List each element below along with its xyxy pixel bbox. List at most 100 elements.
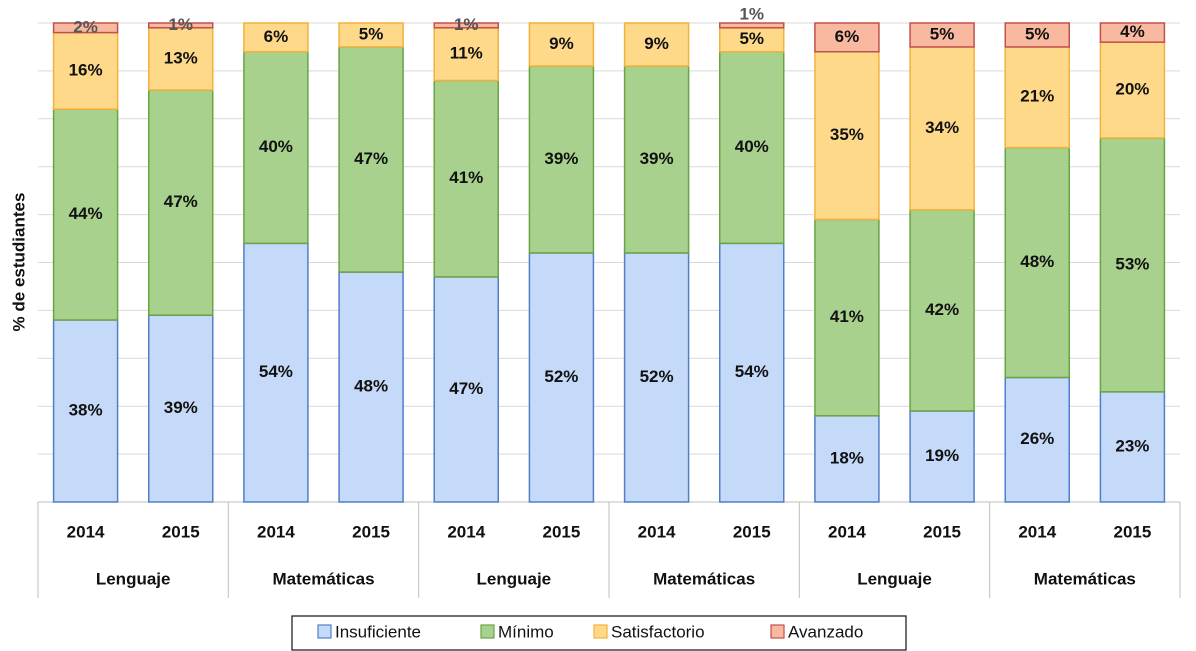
bar-segment [719, 22, 785, 29]
bar-segment [243, 242, 309, 503]
data-label: 48% [1020, 252, 1054, 271]
data-label: 53% [1115, 254, 1149, 273]
bar-segment [528, 252, 595, 503]
x-tick-label: 2015 [733, 522, 771, 541]
bar-segment [1004, 376, 1070, 503]
bar-segment [338, 46, 404, 273]
data-label: 18% [830, 448, 864, 467]
bar-segment [52, 31, 119, 110]
bar-segment [1099, 22, 1166, 43]
bar-segment [338, 22, 404, 48]
data-label: 47% [164, 192, 198, 211]
data-label: 9% [549, 34, 574, 53]
group-label: Lenguaje [477, 569, 552, 588]
data-label: 1% [454, 15, 479, 34]
bar-segment [719, 50, 785, 245]
data-label: 39% [640, 149, 674, 168]
data-label: 1% [168, 15, 193, 34]
bar-segment [909, 22, 975, 48]
data-label: 47% [354, 149, 388, 168]
data-label: 39% [544, 149, 578, 168]
data-label: 44% [69, 204, 103, 223]
bar-segment [719, 242, 785, 503]
data-label: 39% [164, 398, 198, 417]
data-label: 47% [449, 379, 483, 398]
data-label: 40% [259, 137, 293, 156]
data-label: 54% [735, 362, 769, 381]
data-label: 13% [164, 48, 198, 67]
x-tick-label: 2015 [1114, 522, 1152, 541]
data-label: 52% [640, 367, 674, 386]
group-label: Lenguaje [96, 569, 171, 588]
legend-swatch [317, 624, 332, 639]
bar-segment [338, 271, 404, 503]
bar-segment [814, 22, 880, 53]
bar-segment [909, 209, 975, 412]
bar-segment [243, 22, 309, 53]
bar-segment [52, 319, 119, 503]
data-label: 35% [830, 125, 864, 144]
data-label: 5% [359, 24, 384, 43]
data-label: 2% [73, 17, 98, 36]
legend-label: Insuficiente [335, 622, 421, 641]
group-label: Matemáticas [272, 569, 374, 588]
legend-swatch [593, 624, 608, 639]
x-tick-label: 2014 [257, 522, 295, 541]
data-label: 54% [259, 362, 293, 381]
data-label: 26% [1020, 429, 1054, 448]
bar-segment [528, 65, 595, 254]
data-label: 5% [930, 24, 955, 43]
group-label: Matemáticas [653, 569, 755, 588]
data-label: 21% [1020, 87, 1054, 106]
y-axis-label: % de estudiantes [9, 193, 28, 332]
data-label: 52% [544, 367, 578, 386]
bar-segment [52, 108, 119, 321]
x-tick-label: 2015 [543, 522, 581, 541]
legend-swatch [770, 624, 785, 639]
data-label: 5% [1025, 24, 1050, 43]
x-tick-label: 2014 [1018, 522, 1056, 541]
bar-segment [433, 79, 499, 278]
bar-segment [1099, 137, 1166, 393]
data-label: 20% [1115, 80, 1149, 99]
data-label: 40% [735, 137, 769, 156]
data-label: 5% [739, 29, 764, 48]
bar-segment [243, 50, 309, 245]
x-tick-label: 2014 [67, 522, 105, 541]
data-label: 41% [830, 307, 864, 326]
bar-segment [528, 22, 595, 67]
data-label: 19% [925, 446, 959, 465]
bar-segment [433, 276, 499, 503]
data-label: 4% [1120, 22, 1145, 41]
data-label: 16% [69, 60, 103, 79]
bar-segment [1004, 22, 1070, 48]
bar-segment [909, 410, 975, 503]
data-label: 9% [644, 34, 669, 53]
bar-segment [623, 22, 690, 67]
x-tick-label: 2014 [638, 522, 676, 541]
x-tick-label: 2014 [828, 522, 866, 541]
bar-segment [148, 22, 214, 29]
bar-segment [623, 65, 690, 254]
data-label: 42% [925, 300, 959, 319]
bar-segment [909, 46, 975, 211]
x-tick-label: 2015 [162, 522, 200, 541]
data-label: 6% [835, 27, 860, 46]
legend-label: Mínimo [498, 622, 554, 641]
legend-swatch [480, 624, 495, 639]
data-label: 48% [354, 377, 388, 396]
data-label: 1% [739, 4, 764, 23]
bar-segment [1099, 391, 1166, 503]
legend-label: Satisfactorio [611, 622, 705, 641]
bar-segment [1099, 41, 1166, 139]
bar-segment [433, 27, 499, 82]
bar-segment [148, 314, 214, 503]
bar-segment [148, 89, 214, 316]
data-label: 41% [449, 168, 483, 187]
bar-segment [52, 22, 119, 34]
data-label: 23% [1115, 436, 1149, 455]
x-tick-label: 2015 [352, 522, 390, 541]
x-tick-label: 2015 [923, 522, 961, 541]
group-label: Matemáticas [1034, 569, 1136, 588]
